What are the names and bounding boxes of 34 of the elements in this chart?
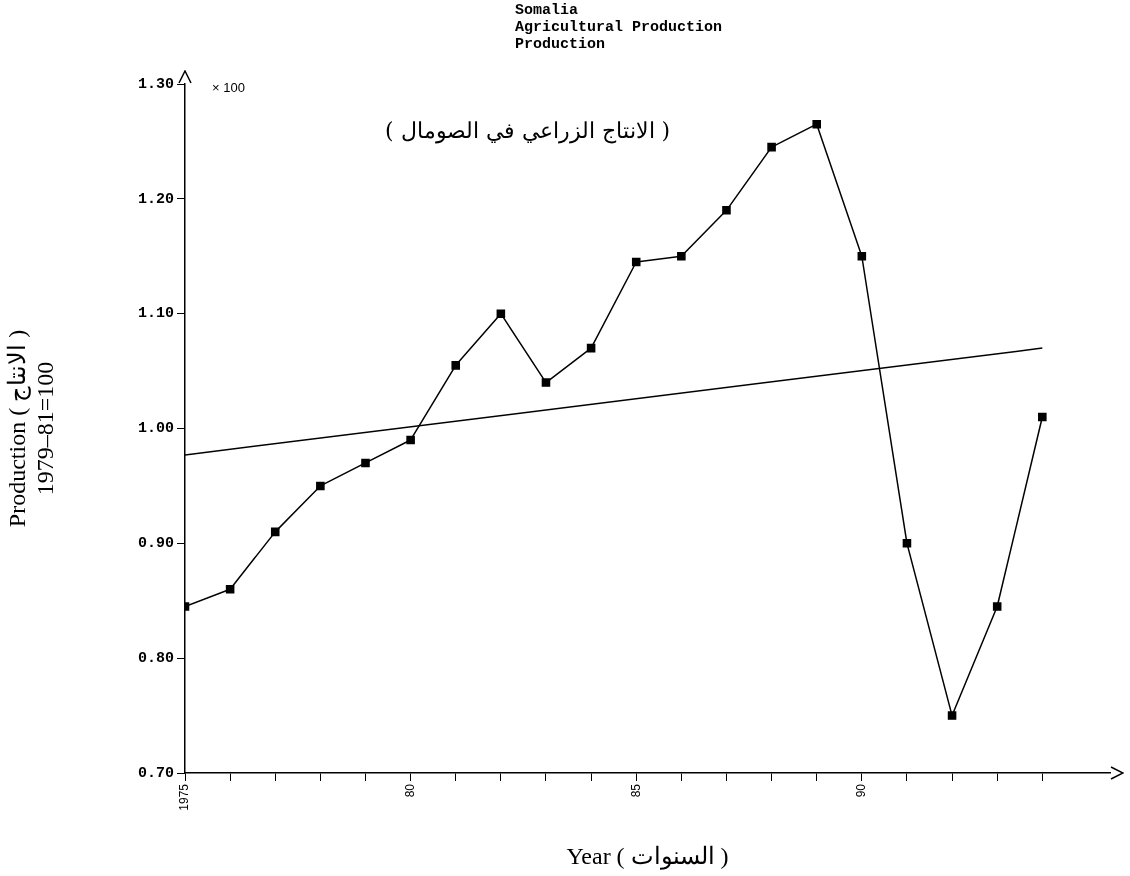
point xyxy=(586,343,596,353)
point xyxy=(1038,412,1047,422)
point xyxy=(902,539,912,548)
x-tick-label: 85 xyxy=(628,783,643,798)
x-tick-label: 90 xyxy=(854,783,869,798)
y-tick-label: 1.10 xyxy=(137,305,174,323)
x-tick-label: 80 xyxy=(402,783,417,798)
point xyxy=(451,361,461,370)
y-tick-label: 1.00 xyxy=(137,420,174,438)
x-axis-title: Year ( السنوات ) xyxy=(566,842,729,870)
point xyxy=(631,257,641,267)
point xyxy=(857,251,867,261)
point xyxy=(947,711,957,720)
y-tick-label: 0.80 xyxy=(137,649,174,667)
y-tick-label: 0.70 xyxy=(137,764,174,782)
point xyxy=(316,481,325,491)
chart-title: Somalia Agricultural Production Production xyxy=(515,2,723,53)
point xyxy=(361,458,370,468)
point xyxy=(225,584,235,594)
point xyxy=(722,206,731,215)
y-tick-label: 1.20 xyxy=(137,190,174,208)
point xyxy=(812,119,821,129)
point xyxy=(767,142,776,152)
point xyxy=(496,309,506,318)
y-tick-label: 0.90 xyxy=(137,535,174,553)
point xyxy=(677,251,686,261)
point xyxy=(406,435,415,445)
text: ( الانتاج الزراعي في الصومال ) xyxy=(385,118,671,143)
point xyxy=(541,378,551,387)
x-tick-label: 1975 xyxy=(177,783,192,811)
point xyxy=(270,527,280,537)
y-tick-label: 1.30 xyxy=(137,75,174,93)
annotation: × 100 xyxy=(212,80,245,95)
point xyxy=(992,602,1002,611)
